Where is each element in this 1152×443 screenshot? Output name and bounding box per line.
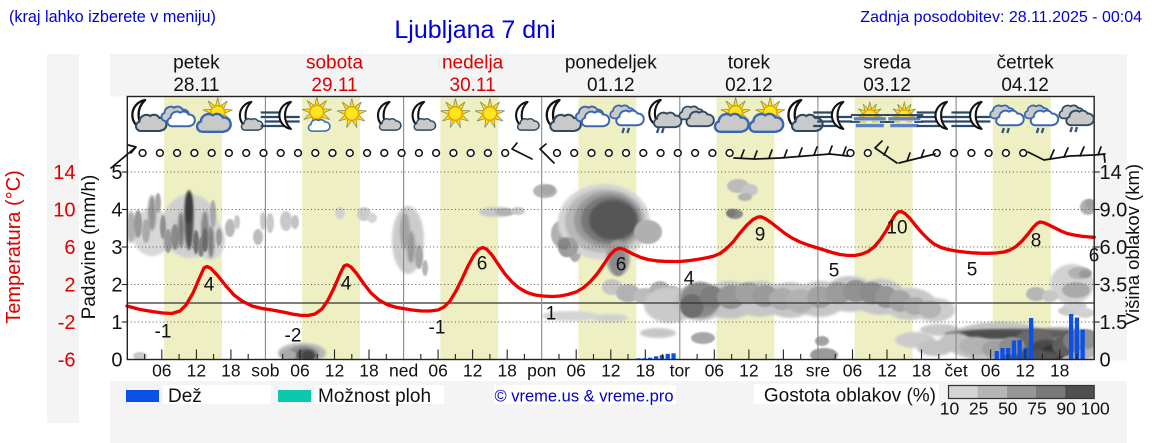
svg-text:25: 25	[969, 399, 988, 419]
svg-text:04.12: 04.12	[1001, 75, 1049, 96]
svg-text:18: 18	[221, 361, 240, 381]
svg-text:čet: čet	[944, 361, 967, 381]
svg-text:18: 18	[1050, 361, 1069, 381]
svg-text:0: 0	[111, 350, 122, 372]
svg-text:06: 06	[705, 361, 724, 381]
svg-text:-2: -2	[58, 312, 76, 334]
svg-text:30.11: 30.11	[450, 75, 496, 96]
svg-text:18: 18	[636, 361, 655, 381]
svg-text:90: 90	[1056, 399, 1076, 419]
svg-text:4: 4	[111, 200, 122, 222]
svg-text:06: 06	[290, 361, 309, 381]
svg-text:sreda: sreda	[863, 53, 911, 74]
svg-text:-2: -2	[285, 326, 302, 347]
svg-text:12: 12	[739, 361, 758, 381]
svg-text:1: 1	[111, 312, 122, 334]
svg-text:pon: pon	[527, 361, 556, 381]
svg-text:5: 5	[111, 162, 122, 184]
svg-text:18: 18	[912, 361, 931, 381]
svg-text:Gostota oblakov (%): Gostota oblakov (%)	[764, 386, 936, 407]
svg-text:Dež: Dež	[168, 386, 202, 407]
svg-text:5: 5	[967, 260, 978, 281]
svg-text:-1: -1	[155, 322, 172, 343]
svg-text:18: 18	[497, 361, 516, 381]
svg-text:12: 12	[601, 361, 620, 381]
svg-text:2: 2	[64, 275, 75, 297]
svg-text:75: 75	[1027, 399, 1046, 419]
svg-text:9.0: 9.0	[1100, 200, 1128, 222]
svg-text:4: 4	[341, 274, 352, 295]
svg-text:12: 12	[187, 361, 206, 381]
svg-text:12: 12	[877, 361, 896, 381]
svg-text:28.11: 28.11	[173, 75, 219, 96]
svg-text:10: 10	[53, 200, 75, 222]
svg-text:2: 2	[111, 275, 122, 297]
svg-text:Ljubljana 7 dni: Ljubljana 7 dni	[394, 16, 555, 44]
svg-text:06: 06	[981, 361, 1000, 381]
svg-text:6.0: 6.0	[1100, 237, 1128, 259]
svg-text:ponedeljek: ponedeljek	[565, 53, 657, 74]
svg-text:3: 3	[111, 237, 122, 259]
svg-text:sob: sob	[251, 361, 279, 381]
svg-text:1: 1	[546, 304, 557, 325]
svg-text:50: 50	[998, 399, 1018, 419]
svg-text:nedelja: nedelja	[442, 53, 504, 74]
svg-text:14: 14	[1100, 162, 1122, 184]
svg-text:06: 06	[566, 361, 585, 381]
svg-text:4: 4	[684, 269, 695, 290]
svg-text:tor: tor	[670, 361, 691, 381]
svg-text:Višina oblakov (km): Višina oblakov (km)	[1122, 164, 1143, 325]
svg-text:18: 18	[359, 361, 378, 381]
svg-text:5: 5	[829, 261, 840, 282]
svg-text:sre: sre	[806, 361, 830, 381]
svg-text:06: 06	[152, 361, 171, 381]
svg-text:06: 06	[428, 361, 447, 381]
svg-text:9: 9	[755, 225, 766, 246]
svg-text:18: 18	[774, 361, 793, 381]
svg-text:-1: -1	[429, 318, 446, 339]
svg-text:29.11: 29.11	[311, 75, 357, 96]
svg-text:01.12: 01.12	[587, 75, 635, 96]
svg-text:06: 06	[843, 361, 862, 381]
svg-text:Možnost ploh: Možnost ploh	[318, 386, 431, 407]
svg-text:02.12: 02.12	[725, 75, 773, 96]
svg-text:(kraj lahko izberete v meniju): (kraj lahko izberete v meniju)	[9, 8, 216, 26]
svg-text:10: 10	[886, 218, 907, 239]
svg-text:četrtek: četrtek	[997, 53, 1055, 74]
svg-text:6: 6	[64, 237, 75, 259]
svg-text:sobota: sobota	[306, 53, 363, 74]
svg-text:10: 10	[940, 399, 960, 419]
svg-text:4: 4	[204, 275, 215, 296]
svg-text:Temperatura (°C): Temperatura (°C)	[3, 170, 25, 324]
svg-text:12: 12	[325, 361, 344, 381]
svg-text:1.5: 1.5	[1100, 312, 1128, 334]
svg-text:© vreme.us & vreme.pro: © vreme.us & vreme.pro	[494, 388, 673, 406]
svg-text:petek: petek	[173, 53, 220, 74]
svg-text:Padavine (mm/h): Padavine (mm/h)	[79, 175, 100, 320]
svg-text:03.12: 03.12	[863, 75, 911, 96]
svg-text:12: 12	[463, 361, 482, 381]
svg-text:8: 8	[1031, 231, 1042, 252]
svg-text:12: 12	[1015, 361, 1034, 381]
svg-text:14: 14	[53, 162, 75, 184]
svg-text:3.5: 3.5	[1100, 275, 1128, 297]
svg-text:100: 100	[1081, 399, 1110, 419]
svg-text:6: 6	[477, 254, 488, 275]
svg-text:0: 0	[1100, 350, 1111, 372]
svg-text:-6: -6	[58, 350, 76, 372]
svg-text:ned: ned	[389, 361, 418, 381]
svg-text:Zadnja posodobitev: 28.11.2025: Zadnja posodobitev: 28.11.2025 - 00:04	[860, 9, 1142, 26]
svg-text:6: 6	[616, 255, 627, 276]
svg-text:torek: torek	[728, 53, 771, 74]
